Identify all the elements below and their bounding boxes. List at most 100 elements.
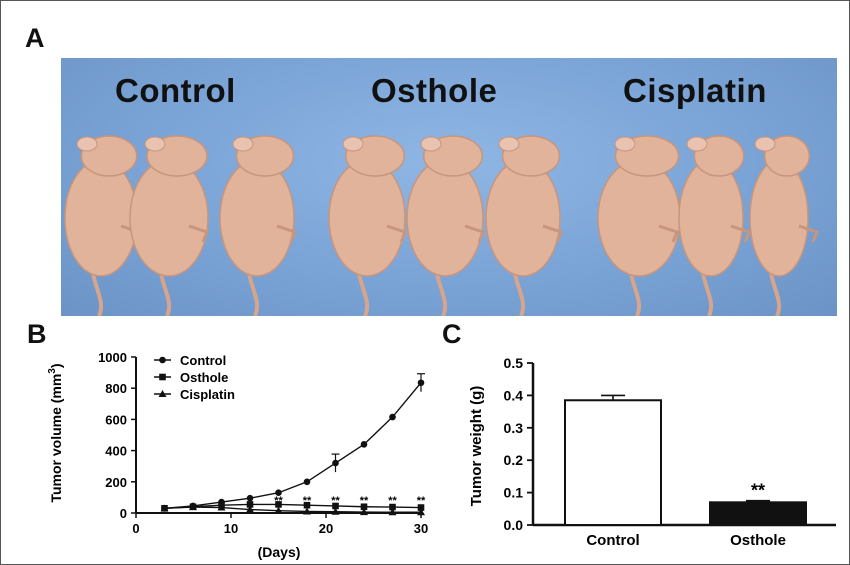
series-line-cisplatin bbox=[164, 506, 421, 513]
significance-mark: ** bbox=[274, 495, 283, 507]
panel-b-letter: B bbox=[27, 319, 47, 349]
series-line-control bbox=[164, 382, 422, 510]
mouse-body bbox=[597, 159, 681, 277]
weight-y-tick-label: 0.0 bbox=[504, 517, 524, 533]
volume-legend: Control Osthole Cisplatin bbox=[154, 353, 235, 402]
point-osthole bbox=[389, 503, 396, 511]
point-cisplatin bbox=[217, 503, 226, 511]
mouse-leg bbox=[658, 224, 679, 243]
point-control bbox=[360, 441, 368, 448]
mouse-body bbox=[328, 159, 406, 277]
group-label-cisplatin: Cisplatin bbox=[623, 72, 767, 109]
point-control bbox=[389, 413, 396, 421]
mouse-4 bbox=[328, 135, 407, 316]
significance-mark: ** bbox=[388, 495, 397, 507]
mouse-body bbox=[749, 159, 809, 277]
point-osthole bbox=[246, 501, 254, 508]
legend-marker-control bbox=[159, 356, 166, 364]
point-cisplatin bbox=[388, 508, 397, 516]
volume-x-tick-label: 0 bbox=[132, 521, 139, 536]
mouse-leg bbox=[276, 224, 297, 243]
tumor-weight-chart: 0.0 0.1 0.2 0.3 0.4 0.5 Control Osthole ** Tumo… bbox=[468, 355, 836, 549]
category-label-control: Control bbox=[586, 532, 639, 549]
point-cisplatin bbox=[160, 504, 169, 512]
point-cisplatin bbox=[189, 503, 197, 511]
point-osthole bbox=[332, 502, 339, 510]
tumor-volume-chart: 0 200 400 600 800 1000 0 10 20 30 ** ** ** ** ** ** Co… bbox=[47, 350, 428, 560]
volume-y-label-close: ) bbox=[48, 363, 64, 368]
point-cisplatin bbox=[331, 507, 340, 515]
panel-a-letter: A bbox=[25, 23, 45, 53]
significance-mark: ** bbox=[360, 495, 369, 507]
weight-y-tick-label: 0.2 bbox=[504, 452, 524, 468]
mouse-2 bbox=[129, 135, 209, 316]
volume-x-tick-label: 10 bbox=[224, 521, 238, 536]
mouse-body bbox=[129, 159, 209, 277]
mouse-leg bbox=[730, 224, 751, 243]
significance-mark: ** bbox=[303, 495, 312, 507]
legend-marker-cisplatin bbox=[158, 390, 167, 397]
mouse-ear bbox=[614, 136, 636, 152]
panel-c-letter: C bbox=[442, 319, 462, 349]
point-osthole bbox=[360, 503, 368, 511]
mouse-3 bbox=[219, 135, 297, 316]
volume-y-label: Tumor volume (mm3) bbox=[47, 363, 64, 502]
volume-y-tick-label: 400 bbox=[105, 444, 127, 459]
series-line-osthole bbox=[164, 503, 422, 510]
point-osthole bbox=[303, 501, 311, 509]
mouse-body bbox=[406, 159, 484, 277]
mouse-ear bbox=[754, 136, 776, 152]
legend-label-cisplatin: Cisplatin bbox=[180, 387, 235, 402]
mouse-ear bbox=[420, 136, 442, 152]
point-control bbox=[275, 489, 282, 497]
mouse-leg bbox=[188, 224, 209, 243]
mouse-ear bbox=[686, 136, 708, 152]
volume-y-label-main: Tumor volume (mm bbox=[48, 374, 64, 503]
point-cisplatin bbox=[246, 505, 254, 513]
mouse-photo: Control Osthole Cisplatin bbox=[61, 58, 837, 316]
bar-control bbox=[564, 399, 662, 526]
mouse-leg bbox=[542, 224, 563, 243]
mouse-5 bbox=[406, 135, 485, 316]
weight-y-tick-label: 0.5 bbox=[504, 355, 524, 371]
point-cisplatin bbox=[417, 508, 425, 516]
volume-series: ** ** ** ** ** ** bbox=[160, 373, 426, 516]
point-control bbox=[246, 494, 254, 502]
volume-y-tick-label: 0 bbox=[120, 506, 127, 521]
mouse-leg bbox=[464, 224, 485, 243]
volume-y-label-sup: 3 bbox=[47, 368, 58, 374]
weight-significance-mark: ** bbox=[751, 481, 765, 501]
weight-y-tick-label: 0.1 bbox=[504, 485, 524, 501]
weight-axes: 0.0 0.1 0.2 0.3 0.4 0.5 bbox=[504, 355, 836, 533]
mouse-leg bbox=[386, 224, 407, 243]
point-cisplatin bbox=[274, 506, 283, 514]
mouse-7 bbox=[597, 135, 681, 316]
volume-y-tick-label: 600 bbox=[105, 412, 127, 427]
mouse-1 bbox=[64, 135, 141, 316]
mouse-6 bbox=[485, 135, 563, 316]
volume-y-tick-label: 200 bbox=[105, 475, 127, 490]
bar-osthole bbox=[709, 501, 807, 527]
mouse-ear bbox=[76, 136, 98, 152]
weight-bars: Control Osthole ** bbox=[564, 394, 807, 549]
mouse-ear bbox=[342, 136, 364, 152]
point-control bbox=[303, 478, 311, 486]
significance-mark: ** bbox=[331, 495, 340, 507]
weight-y-tick-label: 0.3 bbox=[504, 420, 524, 436]
volume-x-tick-label: 20 bbox=[319, 521, 333, 536]
group-label-osthole: Osthole bbox=[371, 72, 498, 109]
mouse-head bbox=[763, 135, 811, 177]
volume-y-tick-label: 1000 bbox=[98, 350, 127, 365]
mice-illustration bbox=[64, 135, 819, 316]
mice-group bbox=[64, 135, 819, 316]
legend-label-control: Control bbox=[180, 353, 226, 368]
weight-y-label: Tumor weight (g) bbox=[468, 386, 485, 507]
point-cisplatin bbox=[303, 507, 311, 515]
significance-mark: ** bbox=[417, 495, 426, 507]
mouse-body bbox=[485, 159, 561, 277]
volume-y-tick-label: 800 bbox=[105, 381, 127, 396]
mouse-ear bbox=[232, 136, 254, 152]
volume-x-tick-label: 30 bbox=[414, 521, 428, 536]
mouse-body bbox=[64, 159, 138, 277]
